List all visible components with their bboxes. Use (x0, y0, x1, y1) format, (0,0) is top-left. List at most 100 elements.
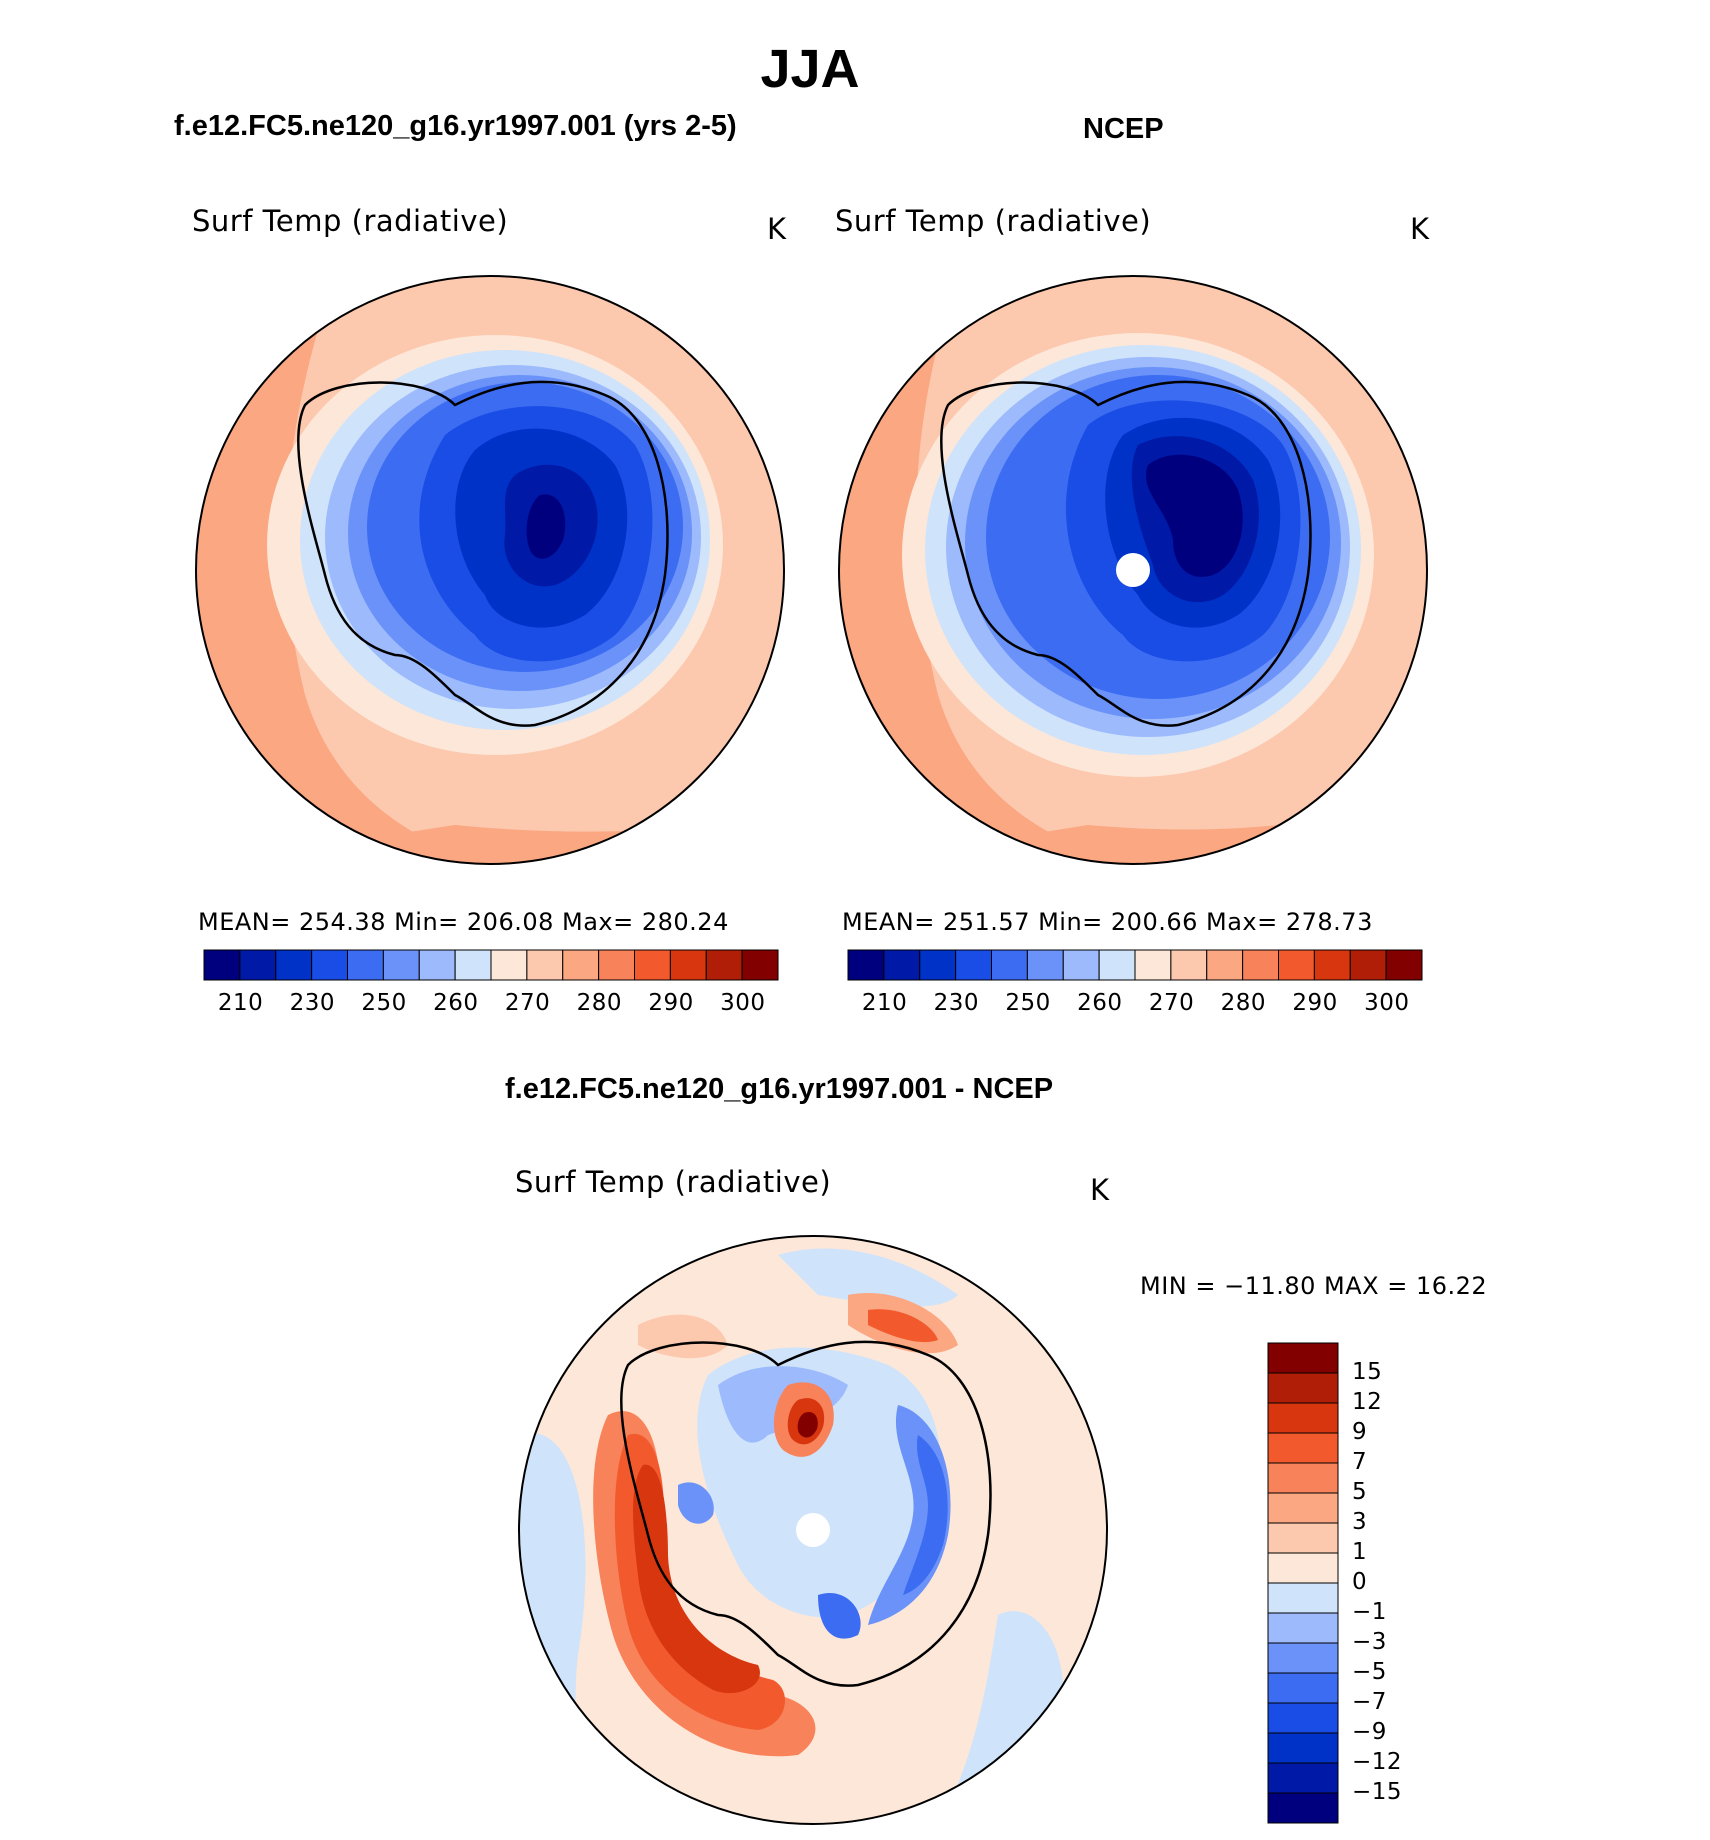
model-colorbar-ticks: 210 230 250 260 270 280 290 300 (204, 990, 778, 1020)
obs-polar-map (838, 275, 1428, 865)
colorbar-swatch (1385, 949, 1423, 981)
colorbar-swatch (919, 949, 957, 981)
colorbar-swatch (311, 949, 349, 981)
diff-stats-text: MIN = −11.80 MAX = 16.22 (1140, 1272, 1488, 1300)
colorbar-swatch (1267, 1642, 1339, 1674)
colorbar-swatch (203, 949, 241, 981)
colorbar-swatch (239, 949, 277, 981)
model-polar-map (195, 275, 785, 865)
colorbar-tick-label: 5 (1352, 1479, 1368, 1505)
colorbar-swatch (1278, 949, 1315, 981)
colorbar-tick-label: 290 (648, 990, 694, 1016)
diff-panel-title: f.e12.FC5.ne120_g16.yr1997.001 - NCEP (505, 1073, 1054, 1105)
colorbar-tick-label: 270 (1148, 990, 1195, 1016)
model-stats-text: MEAN= 254.38 Min= 206.08 Max= 280.24 (198, 908, 729, 936)
figure-title: JJA (760, 39, 860, 99)
model-variable-label: Surf Temp (radiative) (192, 204, 509, 238)
colorbar-tick-label: 1 (1352, 1539, 1368, 1565)
colorbar-tick-label: 230 (933, 990, 980, 1016)
colorbar-swatch (1267, 1762, 1339, 1794)
colorbar-swatch (347, 949, 384, 981)
obs-colorbar-ticks: 210 230 250 260 270 280 290 300 (848, 990, 1422, 1020)
colorbar-swatch (382, 949, 420, 981)
colorbar-swatch (669, 949, 707, 981)
colorbar-swatch (1267, 1732, 1339, 1764)
colorbar-tick-label: 9 (1352, 1419, 1368, 1445)
colorbar-tick-label: 230 (289, 990, 336, 1016)
colorbar-swatch (1267, 1552, 1339, 1584)
colorbar-swatch (1267, 1522, 1339, 1554)
colorbar-swatch (1267, 1582, 1339, 1614)
colorbar-swatch (991, 949, 1028, 981)
colorbar-tick-label: 300 (720, 990, 766, 1016)
colorbar-tick-label: 0 (1352, 1569, 1368, 1595)
model-units-label: K (767, 212, 787, 246)
colorbar-swatch (1313, 949, 1351, 981)
colorbar-swatch (1242, 949, 1280, 981)
colorbar-tick-label: 280 (576, 990, 623, 1016)
colorbar-swatch (1267, 1492, 1339, 1524)
colorbar-swatch (562, 949, 600, 981)
colorbar-tick-label: 12 (1352, 1389, 1383, 1415)
colorbar-swatch (1267, 1462, 1339, 1494)
colorbar-tick-label: −7 (1352, 1689, 1387, 1715)
obs-units-label: K (1410, 212, 1430, 246)
colorbar-swatch (1134, 949, 1172, 981)
colorbar-tick-label: −15 (1352, 1779, 1403, 1805)
colorbar-swatch (741, 949, 779, 981)
obs-stats-text: MEAN= 251.57 Min= 200.66 Max= 278.73 (842, 908, 1373, 936)
colorbar-tick-label: −9 (1352, 1719, 1387, 1745)
colorbar-swatch (454, 949, 492, 981)
model-panel-title: f.e12.FC5.ne120_g16.yr1997.001 (yrs 2-5) (174, 110, 737, 142)
diff-colorbar-ticks: 15 12 9 7 5 3 1 0 −1 −3 −5 −7 −9 −12 −15 (1352, 1343, 1432, 1823)
colorbar-tick-label: −12 (1352, 1749, 1403, 1775)
colorbar-tick-label: 250 (1005, 990, 1051, 1016)
colorbar-swatch (883, 949, 921, 981)
obs-colorbar (847, 949, 1423, 981)
colorbar-swatch (275, 949, 313, 981)
colorbar-swatch (634, 949, 671, 981)
colorbar-tick-label: −3 (1352, 1629, 1387, 1655)
colorbar-tick-label: 210 (861, 990, 908, 1016)
colorbar-swatch (1098, 949, 1136, 981)
colorbar-tick-label: −1 (1352, 1599, 1387, 1625)
colorbar-swatch (1267, 1702, 1339, 1734)
colorbar-swatch (418, 949, 456, 981)
colorbar-swatch (1026, 949, 1064, 981)
colorbar-tick-label: 270 (504, 990, 551, 1016)
colorbar-swatch (1267, 1672, 1339, 1704)
colorbar-swatch (526, 949, 564, 981)
colorbar-swatch (490, 949, 528, 981)
colorbar-tick-label: 15 (1352, 1359, 1383, 1385)
obs-variable-label: Surf Temp (radiative) (835, 204, 1152, 238)
colorbar-tick-label: 300 (1364, 990, 1410, 1016)
colorbar-swatch (1267, 1792, 1339, 1824)
colorbar-tick-label: 3 (1352, 1509, 1368, 1535)
diff-polar-map (518, 1235, 1108, 1825)
colorbar-swatch (1267, 1432, 1339, 1464)
diff-units-label: K (1090, 1173, 1110, 1207)
colorbar-swatch (847, 949, 885, 981)
colorbar-swatch (1267, 1402, 1339, 1434)
colorbar-swatch (1206, 949, 1244, 981)
colorbar-swatch (1062, 949, 1100, 981)
colorbar-tick-label: 250 (361, 990, 407, 1016)
diff-variable-label: Surf Temp (radiative) (515, 1165, 832, 1199)
colorbar-tick-label: 210 (217, 990, 264, 1016)
colorbar-tick-label: 290 (1292, 990, 1338, 1016)
colorbar-tick-label: 260 (433, 990, 479, 1016)
colorbar-swatch (1267, 1372, 1339, 1404)
colorbar-tick-label: 7 (1352, 1449, 1368, 1475)
diff-colorbar (1267, 1342, 1339, 1824)
colorbar-tick-label: −5 (1352, 1659, 1387, 1685)
model-colorbar (203, 949, 779, 981)
colorbar-swatch (1267, 1612, 1339, 1644)
obs-panel-title: NCEP (1083, 113, 1164, 145)
colorbar-swatch (955, 949, 993, 981)
colorbar-swatch (1349, 949, 1387, 981)
colorbar-tick-label: 260 (1077, 990, 1123, 1016)
colorbar-swatch (705, 949, 743, 981)
colorbar-swatch (1170, 949, 1208, 981)
colorbar-swatch (1267, 1342, 1339, 1374)
colorbar-tick-label: 280 (1220, 990, 1267, 1016)
